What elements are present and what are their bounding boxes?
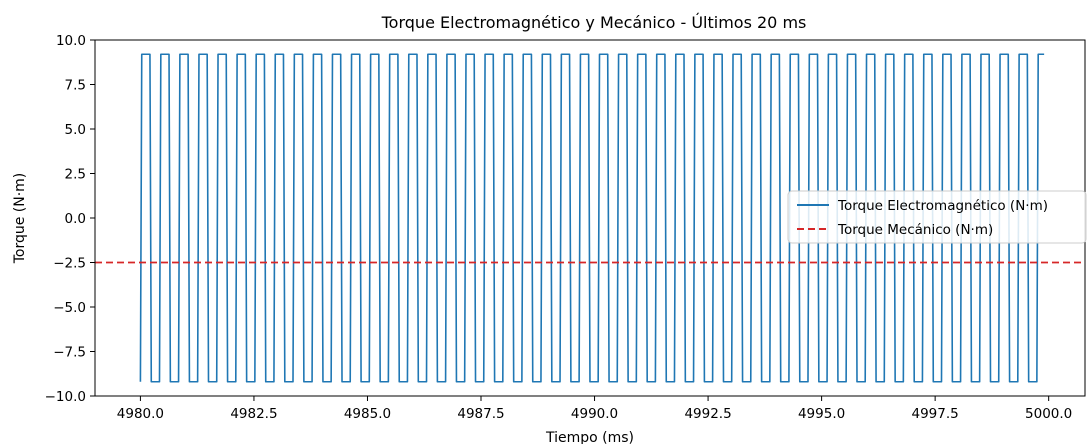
x-tick-label: 4985.0 — [344, 406, 391, 422]
x-tick-label: 4980.0 — [117, 406, 164, 422]
x-tick-label: 5000.0 — [1025, 406, 1072, 422]
x-axis-label: Tiempo (ms) — [545, 430, 634, 444]
y-axis-label: Torque (N·m) — [12, 173, 28, 265]
legend-label-mechanical: Torque Mecánico (N·m) — [837, 222, 993, 238]
legend: Torque Electromagnético (N·m) Torque Mec… — [787, 190, 1087, 244]
y-axis-ticks: 10.0 7.5 5.0 2.5 0.0 −2.5 −5.0 −7.5 −10.0 — [45, 33, 95, 405]
y-tick-label: −10.0 — [45, 389, 86, 405]
y-tick-label: 10.0 — [56, 33, 86, 49]
chart-title: Torque Electromagnético y Mecánico - Últ… — [381, 13, 807, 32]
y-tick-label: −2.5 — [53, 256, 86, 272]
series-electromagnetic-line — [139, 53, 1045, 383]
y-tick-label: 2.5 — [65, 167, 86, 183]
x-tick-label: 4990.0 — [571, 406, 618, 422]
x-tick-label: 4992.5 — [684, 406, 731, 422]
y-tick-label: 0.0 — [65, 211, 86, 227]
x-tick-label: 4982.5 — [230, 406, 277, 422]
y-tick-label: 7.5 — [65, 78, 86, 94]
plot-area — [95, 53, 1085, 383]
x-tick-label: 4997.5 — [912, 406, 959, 422]
y-tick-label: −5.0 — [53, 300, 86, 316]
x-axis-ticks: 4980.0 4982.5 4985.0 4987.5 4990.0 4992.5 4995… — [117, 396, 1072, 422]
x-tick-label: 4995.0 — [798, 406, 845, 422]
legend-box — [787, 190, 1087, 244]
x-tick-label: 4987.5 — [457, 406, 504, 422]
y-tick-label: −7.5 — [53, 345, 86, 361]
legend-label-electromagnetic: Torque Electromagnético (N·m) — [837, 198, 1048, 214]
y-tick-label: 5.0 — [65, 122, 86, 138]
